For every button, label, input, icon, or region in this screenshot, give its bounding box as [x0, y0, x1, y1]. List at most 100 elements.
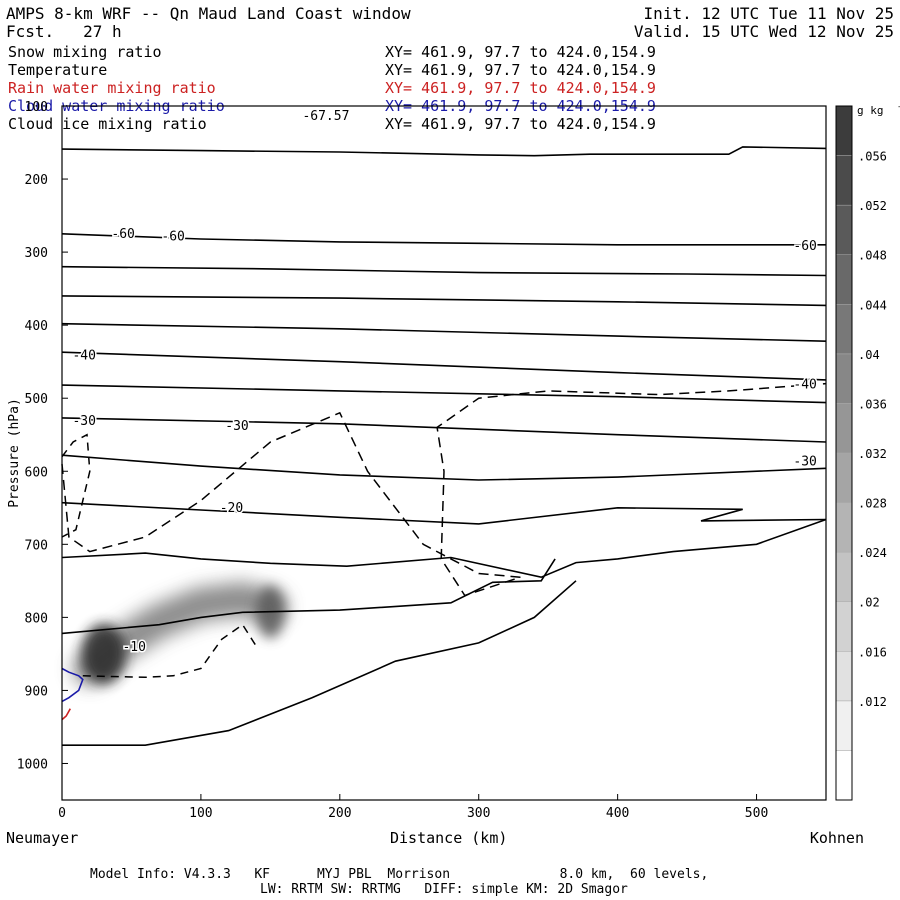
colorbar-segment: [835, 700, 853, 751]
x-endpoint-left: Neumayer: [6, 829, 79, 847]
x-tick-label: 400: [606, 806, 629, 821]
y-tick-label: 200: [25, 173, 48, 188]
y-tick-label: 300: [25, 246, 48, 261]
y-axis-label: Pressure (hPa): [7, 398, 22, 508]
colorbar-segment: [835, 750, 853, 801]
colorbar-segment: [835, 601, 853, 652]
isotherm-11: [61, 558, 556, 635]
colorbar-segment: [835, 452, 853, 503]
colorbar-segment: [835, 403, 853, 454]
legend-rain: Rain water mixing ratio: [8, 79, 216, 97]
forecast-hours: 27 h: [83, 22, 122, 41]
isotherm-2: [61, 265, 827, 277]
contour-label: -60: [793, 239, 816, 254]
axes: 100 200 300 400 500 600 700 800 900 1000 0 100 200 30…: [7, 100, 827, 821]
colorbar-segment: [835, 651, 853, 702]
colorbar-units: g kg: [857, 104, 884, 117]
isotherm-0: [61, 146, 827, 157]
legend-snow-xy: XY= 461.9, 97.7 to 424.0,154.9: [385, 43, 656, 61]
colorbar-segment: [835, 155, 853, 206]
colorbar-tick-label: .02: [858, 596, 880, 610]
y-tick-label: 100: [25, 100, 48, 115]
contour-labels: -67.57 -60 -60 -60 -40 -40 -30 -30 -30 -20 -10: [71, 107, 818, 656]
colorbar-tick-label: .028: [858, 497, 887, 511]
legend-cloud-ice-xy: XY= 461.9, 97.7 to 424.0,154.9: [385, 115, 656, 133]
colorbar-segment: [835, 204, 853, 255]
contour-label: -30: [225, 419, 248, 434]
ice-contour-small: [61, 433, 91, 538]
x-endpoint-right: Kohnen: [809, 829, 864, 847]
contour-label: -40: [793, 378, 816, 393]
x-tick-label: 100: [189, 806, 212, 821]
colorbar-segment: [835, 551, 853, 602]
isotherm-1: [61, 233, 826, 246]
y-tick-label: 500: [25, 392, 48, 407]
legend-rain-xy: XY= 461.9, 97.7 to 424.0,154.9: [385, 79, 656, 97]
legend-temperature: Temperature: [8, 61, 108, 79]
colorbar-tick-label: .024: [858, 546, 887, 560]
ice-contour-0: [61, 382, 827, 597]
isotherm-10: [61, 518, 827, 579]
contour-label: -60: [111, 227, 134, 242]
contour-label: -30: [72, 414, 95, 429]
isotherm-9: [61, 501, 827, 525]
colorbar-units-exponent: -1: [897, 102, 900, 111]
isotherm-3: [61, 295, 827, 307]
colorbar-tick-label: .056: [858, 150, 887, 164]
isotherm-4: [61, 322, 827, 342]
legend-snow: Snow mixing ratio: [8, 43, 162, 61]
isotherm-6: [61, 384, 827, 404]
plot-frame: [61, 105, 827, 801]
colorbar-frame: [835, 105, 853, 801]
valid-time: Valid. 15 UTC Wed 12 Nov 25: [633, 22, 894, 41]
isotherm-5: [61, 351, 827, 381]
x-tick-label: 0: [58, 806, 66, 821]
snow-maximum: [81, 623, 126, 684]
colorbar-segment: [835, 254, 853, 305]
x-tick-label: 300: [467, 806, 490, 821]
contour-label: -67.57: [302, 109, 349, 124]
x-tick-label: 500: [745, 806, 768, 821]
colorbar-tick-label: .032: [858, 447, 887, 461]
colorbar-segment: [835, 105, 853, 156]
model-info-line1: Model Info: V4.3.3 KF MYJ PBL Morrison 8…: [90, 867, 709, 882]
contour-label: -60: [161, 229, 184, 244]
temperature-isotherms: [61, 146, 827, 746]
model-info-line2: LW: RRTM SW: RRTMG DIFF: simple KM: 2D S…: [260, 882, 628, 897]
isotherm-7: [61, 417, 827, 443]
y-tick-label: 700: [25, 538, 48, 553]
y-tick-label: 400: [25, 319, 48, 334]
colorbar-tick-label: .016: [858, 645, 887, 659]
colorbar: .012 .016 .02 .024 .028 .032 .036 .04 .044 .048 .0…: [835, 102, 900, 801]
contour-label: -20: [220, 501, 243, 516]
colorbar-tick-label: .048: [858, 249, 887, 263]
y-tick-label: 600: [25, 465, 48, 480]
colorbar-tick-label: .036: [858, 397, 887, 411]
chart-title: AMPS 8-km WRF -- Qn Maud Land Coast wind…: [6, 4, 411, 23]
colorbar-tick-label: .052: [858, 199, 887, 213]
colorbar-segment: [835, 304, 853, 355]
cloud-water-rain-contours: [61, 667, 84, 721]
init-time: Init. 12 UTC Tue 11 Nov 25: [643, 4, 894, 23]
colorbar-tick-label: .012: [858, 695, 887, 709]
x-axis-label: Distance (km): [390, 829, 508, 847]
rain-contour: [61, 708, 71, 721]
contour-label: -10: [122, 640, 145, 655]
legend-cloud-ice: Cloud ice mixing ratio: [8, 115, 207, 133]
contour-label: -40: [72, 348, 95, 363]
colorbar-tick-label: .044: [858, 298, 887, 312]
legend-temperature-xy: XY= 461.9, 97.7 to 424.0,154.9: [385, 61, 656, 79]
y-tick-label: 800: [25, 611, 48, 626]
y-tick-label: 1000: [17, 757, 48, 772]
contour-label: -30: [793, 454, 816, 469]
forecast-label-text: Fcst.: [6, 22, 55, 41]
y-tick-label: 900: [25, 684, 48, 699]
snow-shading: [72, 581, 288, 686]
terrain-line: [62, 580, 577, 746]
colorbar-segment: [835, 502, 853, 553]
forecast-label: Fcst. 27 h: [6, 23, 122, 40]
cloud-water-contour: [61, 667, 84, 703]
colorbar-segment: [835, 353, 853, 404]
ice-contour-low: [82, 623, 258, 679]
